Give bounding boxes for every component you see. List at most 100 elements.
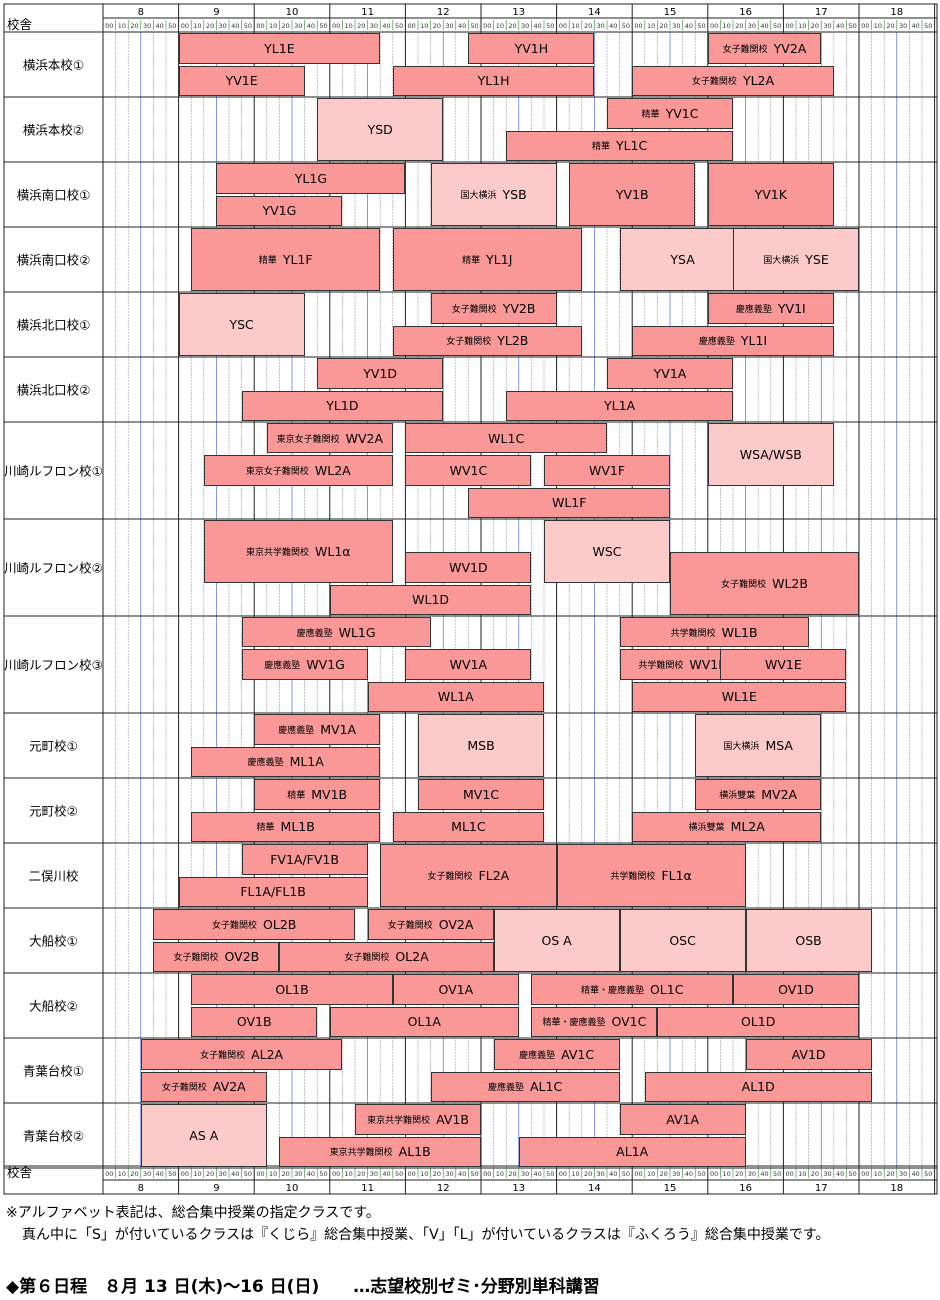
class-block: 女子難関校 OL2B [153,909,355,940]
class-block: WV1F [544,455,670,486]
minute-label: 50 [773,22,781,30]
campus-name: 川崎ルフロン校③ [4,658,103,673]
class-code: ML1A [289,754,324,770]
class-code: MV1B [311,786,348,802]
hour-label: 16 [739,1183,752,1194]
minute-label: 20 [508,22,516,30]
class-block: FL1A/FL1B [178,876,368,907]
class-block: WV1A [405,649,532,680]
class-block: YV1K [707,163,834,226]
class-block: MSB [418,714,544,777]
minute-label: 20 [282,22,290,30]
minute-label: 50 [924,22,932,30]
hour-label: 16 [739,7,752,18]
hour-label: 10 [286,1183,299,1194]
class-block: 横浜雙葉 MV2A [695,779,822,810]
minute-label: 30 [823,22,831,30]
class-block: WL1D [329,584,532,615]
class-prefix: 精華 [256,823,275,834]
class-code: OV2A [438,916,474,932]
class-block: 精華 YL1C [506,130,733,161]
campus-footer-label: 校舎 [7,1165,33,1180]
minute-label: 00 [256,22,264,30]
class-code: OSC [669,933,696,948]
class-block: WV1E [720,649,847,680]
class-block: 慶應義塾 YV1I [707,293,834,324]
class-block: OV1D [733,974,859,1005]
class-prefix: 女子難関校 [212,920,258,931]
minute-label: 10 [798,22,806,30]
class-code: OL1C [649,981,684,997]
class-code: OL2A [395,949,429,965]
class-code: AV1D [791,1046,826,1062]
class-block: WL1A [367,681,544,712]
minute-label: 20 [811,1170,819,1178]
class-code: YSE [805,252,829,267]
minute-label: 10 [118,1170,126,1178]
minute-label: 30 [672,1170,680,1178]
class-code: YL1D [326,398,359,414]
class-code: YL1G [294,170,328,186]
minute-label: 30 [597,1170,605,1178]
minute-label: 10 [420,22,428,30]
class-block: YL1A [506,390,733,421]
minute-label: 10 [798,1170,806,1178]
class-code: OV1C [611,1014,647,1030]
class-code: OV1A [438,981,474,997]
schedule-title: ◆第６日程 ８月 13 日(木)～16 日(日) …志望校別ゼミ･分野別単科講習 [6,1277,600,1297]
class-block: YSA [619,228,746,291]
minute-label: 40 [307,1170,315,1178]
minute-label: 10 [269,22,277,30]
class-code: FL1A/FL1B [240,884,306,900]
class-block: OL1B [191,974,393,1005]
minute-label: 00 [861,22,869,30]
class-block: 慶應義塾 ML1A [191,746,381,777]
minute-label: 50 [697,22,705,30]
minute-label: 30 [219,22,227,30]
minute-label: 10 [723,22,731,30]
minute-label: 40 [760,1170,768,1178]
class-code: ML1C [451,819,486,835]
minute-label: 30 [521,22,529,30]
class-code: WV1F [588,462,626,478]
class-block: FV1A/FV1B [241,844,368,875]
minute-label: 50 [849,1170,857,1178]
class-block: 慶應義塾 AV1C [493,1039,620,1070]
hour-label: 8 [138,1183,144,1194]
minute-label: 40 [912,1170,920,1178]
class-block: WSC [544,520,670,583]
class-block: YL1H [392,65,595,96]
class-code: AS A [189,1128,219,1143]
minute-label: 30 [597,22,605,30]
minute-label: 00 [332,22,340,30]
class-prefix: 国大横浜 [723,742,760,752]
class-code: OL1D [740,1014,776,1030]
minute-label: 30 [899,22,907,30]
class-code: YL1E [264,40,295,56]
minute-label: 50 [319,1170,327,1178]
minute-label: 30 [672,22,680,30]
minute-label: 20 [886,22,894,30]
class-code: FV1A/FV1B [270,851,339,867]
class-code: YV2A [773,40,807,56]
class-prefix: 女子難関校 [451,304,497,315]
class-code: YSC [229,317,254,332]
campus-name: 大船校① [29,934,78,949]
class-block: WSA/WSB [707,423,834,486]
class-block: AV1A [619,1104,746,1135]
class-prefix: 女子難関校 [161,1083,207,1094]
minute-label: 50 [622,1170,630,1178]
class-code: OV2B [224,949,260,965]
class-block: 女子難関校 YV2B [430,293,557,324]
minute-label: 00 [861,1170,869,1178]
class-prefix: 共学難関校 [610,872,656,882]
minute-label: 30 [748,22,756,30]
minute-label: 00 [483,1170,491,1178]
class-code: AL1C [530,1079,563,1095]
class-code: WL1E [721,689,757,705]
class-prefix: 共学難関校 [670,628,716,639]
class-code: OV1D [778,981,814,997]
class-code: MSA [765,738,793,753]
class-block: 女子難関校 FL2A [380,844,557,907]
class-block: 女子難関校 OL2A [279,941,494,972]
